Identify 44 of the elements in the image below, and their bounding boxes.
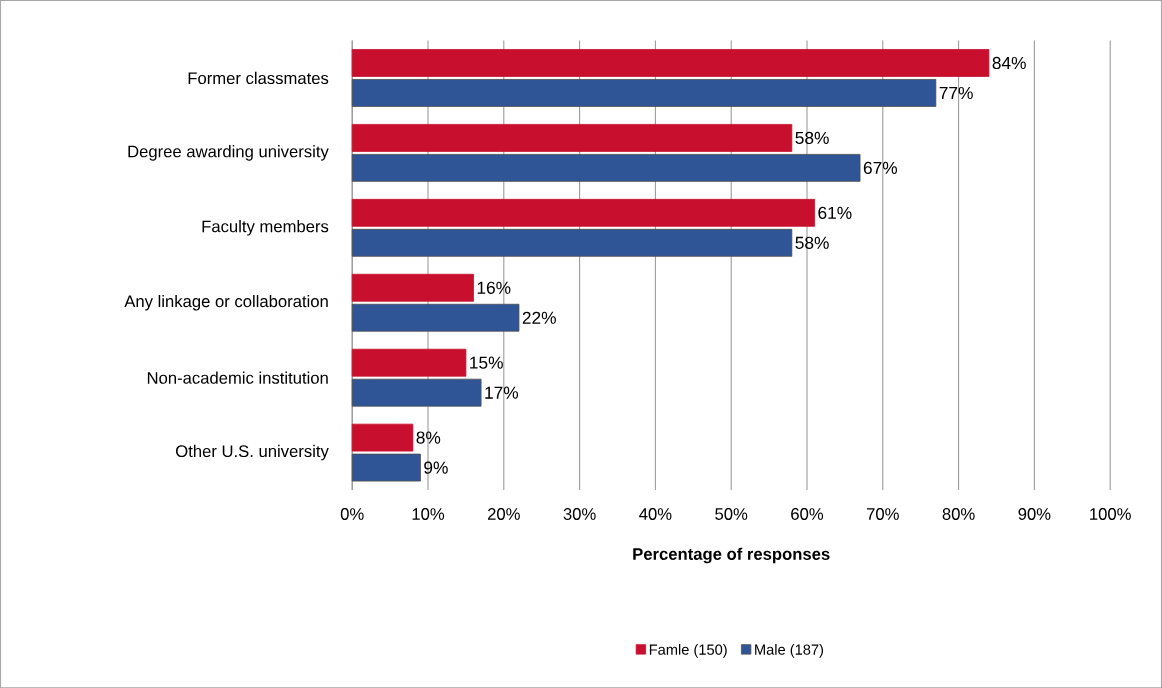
x-tick-label: 90% xyxy=(1018,507,1051,520)
bar xyxy=(351,273,474,302)
y-tick-label: Degree awarding university xyxy=(128,144,329,161)
bar xyxy=(351,48,990,77)
bar xyxy=(351,78,937,107)
bar xyxy=(351,153,861,182)
data-label: 17% xyxy=(485,386,519,399)
data-label: 15% xyxy=(470,356,503,369)
y-tick-label: Other U.S. university xyxy=(176,444,329,461)
data-label: 84% xyxy=(992,56,1026,69)
x-tick-label: 60% xyxy=(791,507,824,520)
data-label: 22% xyxy=(522,311,556,324)
bar xyxy=(351,123,793,152)
x-tick-label: 20% xyxy=(487,507,520,520)
x-axis-title: Percentage of responses xyxy=(633,547,830,564)
x-tick-label: 100% xyxy=(1090,507,1131,520)
x-tick-label: 70% xyxy=(866,507,899,520)
data-label: 9% xyxy=(424,461,448,474)
bar xyxy=(351,453,421,482)
bar xyxy=(351,423,414,452)
y-tick-label: Non-academic institution xyxy=(147,371,328,384)
bar xyxy=(351,198,815,227)
data-label: 58% xyxy=(795,236,829,249)
x-tick-label: 30% xyxy=(563,507,596,520)
y-tick-label: Any linkage or collaboration xyxy=(124,294,328,311)
legend-label: Male (187) xyxy=(755,643,824,658)
bar xyxy=(351,228,793,257)
data-label: 61% xyxy=(818,206,852,219)
x-tick-label: 0% xyxy=(340,507,364,520)
data-label: 8% xyxy=(416,431,441,444)
data-label: 67% xyxy=(863,161,898,174)
y-tick-label: Faculty members xyxy=(202,219,329,236)
bar xyxy=(351,378,482,407)
x-tick-label: 40% xyxy=(639,507,672,520)
bar xyxy=(351,348,467,377)
data-label: 77% xyxy=(939,86,973,99)
legend-label: Famle (150) xyxy=(649,643,727,658)
x-tick-label: 10% xyxy=(412,507,445,520)
bar xyxy=(351,303,520,332)
data-label: 16% xyxy=(477,281,511,294)
x-tick-label: 80% xyxy=(942,507,975,520)
data-label: 58% xyxy=(795,131,829,144)
y-tick-label: Former classmates xyxy=(188,71,329,84)
x-tick-label: 50% xyxy=(715,507,748,520)
